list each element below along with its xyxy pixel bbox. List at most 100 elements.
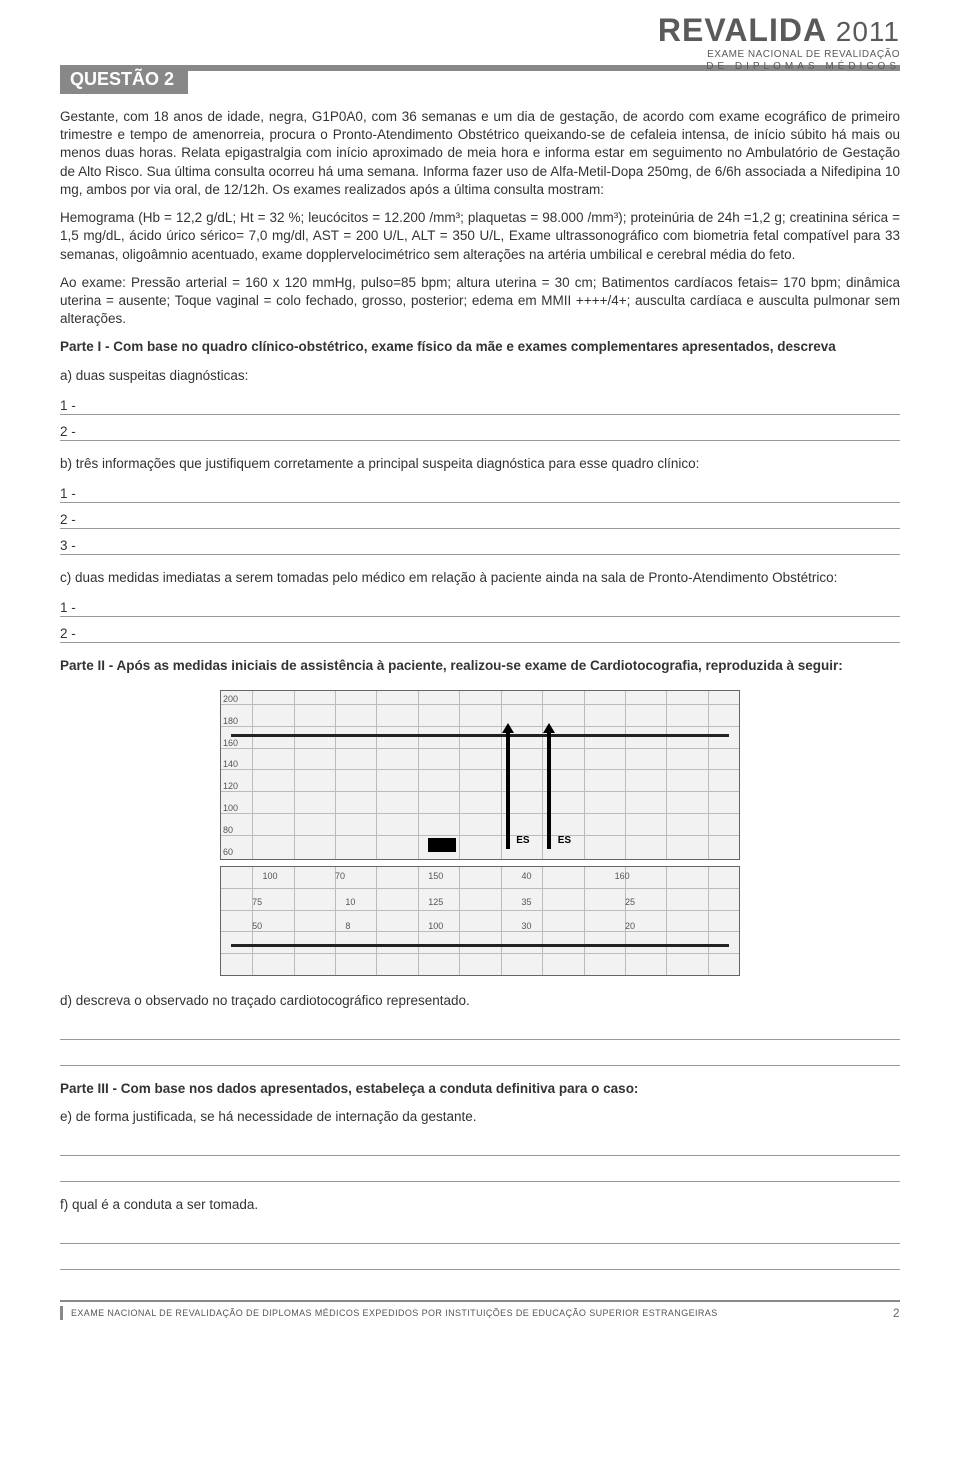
footer-left: EXAME NACIONAL DE REVALIDAÇÃO DE DIPLOMA… [60, 1306, 718, 1320]
page-footer: EXAME NACIONAL DE REVALIDAÇÃO DE DIPLOMA… [60, 1300, 900, 1320]
answer-d-2[interactable] [60, 1046, 900, 1066]
toco-label: 40 [521, 871, 531, 881]
num-2b: 2 - [60, 512, 76, 527]
es-label: ES [558, 835, 571, 846]
part2-heading: Parte II - Após as medidas iniciais de a… [60, 657, 900, 675]
grid-vertical [708, 691, 709, 859]
grid-vertical [584, 691, 585, 859]
grid-vertical [418, 867, 419, 975]
brand-title-main: REVALIDA [658, 12, 826, 48]
answer-b-3[interactable]: 3 - [60, 535, 900, 555]
toco-label: 100 [428, 921, 443, 931]
grid-vertical [335, 867, 336, 975]
num-2: 2 - [60, 424, 76, 439]
item-f-wrap: f) qual é a conduta a ser tomada. [60, 1196, 900, 1214]
item-c: c) duas medidas imediatas a serem tomada… [60, 569, 900, 587]
stimulus-arrow [506, 731, 510, 849]
part2-wrap: Parte II - Após as medidas iniciais de a… [60, 657, 900, 675]
item-d-wrap: d) descreva o observado no traçado cardi… [60, 992, 900, 1010]
exam-page: REVALIDA 2011 EXAME NACIONAL DE REVALIDA… [0, 0, 960, 1350]
answer-e-1[interactable] [60, 1136, 900, 1156]
grid-vertical [666, 691, 667, 859]
brand-subtitle-1: EXAME NACIONAL DE REVALIDAÇÃO [658, 49, 900, 60]
num-1c: 1 - [60, 600, 76, 615]
fhr-y-label: 60 [223, 847, 233, 857]
ctg-figure: 2001801601401201008060ESES 1007015040160… [220, 690, 740, 976]
grid-vertical [542, 691, 543, 859]
num-2c: 2 - [60, 626, 76, 641]
toco-label: 8 [345, 921, 350, 931]
toco-label: 100 [262, 871, 277, 881]
part3-heading: Parte III - Com base nos dados apresenta… [60, 1080, 900, 1098]
grid-vertical [459, 691, 460, 859]
question-body: Gestante, com 18 anos de idade, negra, G… [60, 108, 900, 385]
para-1: Gestante, com 18 anos de idade, negra, G… [60, 108, 900, 199]
answer-b-2[interactable]: 2 - [60, 509, 900, 529]
grid-horizontal [221, 931, 739, 932]
item-b-wrap: b) três informações que justifiquem corr… [60, 455, 900, 473]
grid-vertical [294, 867, 295, 975]
num-1b: 1 - [60, 486, 76, 501]
para-2: Hemograma (Hb = 12,2 g/dL; Ht = 32 %; le… [60, 209, 900, 264]
brand-title: REVALIDA 2011 [658, 12, 900, 49]
grid-horizontal [221, 791, 739, 792]
toco-label: 50 [252, 921, 262, 931]
toco-trace [231, 944, 728, 947]
answer-a-2[interactable]: 2 - [60, 421, 900, 441]
para-3: Ao exame: Pressão arterial = 160 x 120 m… [60, 274, 900, 329]
grid-horizontal [221, 726, 739, 727]
grid-horizontal [221, 888, 739, 889]
es-label: ES [516, 835, 529, 846]
answer-a-1[interactable]: 1 - [60, 395, 900, 415]
grid-vertical [501, 691, 502, 859]
grid-vertical [418, 691, 419, 859]
grid-horizontal [221, 910, 739, 911]
brand-subtitle-2: DE DIPLOMAS MÉDICOS [658, 61, 900, 72]
answer-c-1[interactable]: 1 - [60, 597, 900, 617]
fhr-y-label: 200 [223, 694, 238, 704]
page-number: 2 [893, 1306, 900, 1320]
event-marker [428, 838, 456, 852]
brand-title-year: 2011 [836, 16, 900, 47]
item-e: e) de forma justificada, se há necessida… [60, 1108, 900, 1126]
grid-vertical [625, 691, 626, 859]
toco-label: 75 [252, 897, 262, 907]
grid-vertical [459, 867, 460, 975]
toco-label: 10 [345, 897, 355, 907]
fhr-y-label: 80 [223, 825, 233, 835]
toco-label: 125 [428, 897, 443, 907]
answer-f-2[interactable] [60, 1250, 900, 1270]
answer-d-1[interactable] [60, 1020, 900, 1040]
grid-vertical [294, 691, 295, 859]
fhr-y-label: 180 [223, 716, 238, 726]
toco-label: 20 [625, 921, 635, 931]
ctg-toco-panel: 1007015040160751012535255081003020 [220, 866, 740, 976]
grid-vertical [708, 867, 709, 975]
num-3b: 3 - [60, 538, 76, 553]
footer-text: EXAME NACIONAL DE REVALIDAÇÃO DE DIPLOMA… [71, 1308, 718, 1318]
answer-c-2[interactable]: 2 - [60, 623, 900, 643]
grid-horizontal [221, 769, 739, 770]
grid-vertical [252, 691, 253, 859]
toco-label: 35 [521, 897, 531, 907]
item-f: f) qual é a conduta a ser tomada. [60, 1196, 900, 1214]
grid-vertical [376, 867, 377, 975]
fhr-trace [231, 734, 728, 737]
grid-vertical [542, 867, 543, 975]
num-1: 1 - [60, 398, 76, 413]
answer-e-2[interactable] [60, 1162, 900, 1182]
grid-vertical [376, 691, 377, 859]
item-d: d) descreva o observado no traçado cardi… [60, 992, 900, 1010]
grid-vertical [584, 867, 585, 975]
answer-b-1[interactable]: 1 - [60, 483, 900, 503]
footer-tick-icon [60, 1306, 63, 1320]
stimulus-arrow [547, 731, 551, 849]
grid-horizontal [221, 704, 739, 705]
fhr-y-label: 140 [223, 759, 238, 769]
grid-vertical [335, 691, 336, 859]
answer-f-1[interactable] [60, 1224, 900, 1244]
grid-horizontal [221, 748, 739, 749]
fhr-y-label: 100 [223, 803, 238, 813]
toco-label: 30 [521, 921, 531, 931]
grid-horizontal [221, 813, 739, 814]
